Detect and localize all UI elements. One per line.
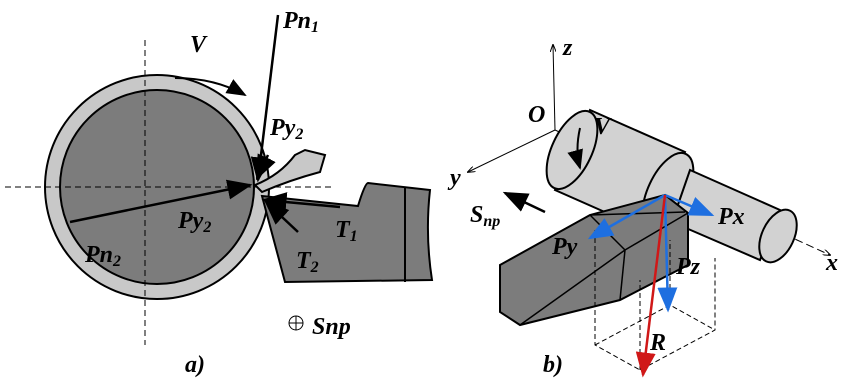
- label-text: O: [528, 102, 545, 128]
- diagram-b: [468, 45, 830, 375]
- force-label: V: [594, 114, 612, 140]
- label-text: T: [296, 248, 312, 274]
- force-label: Px: [717, 204, 745, 230]
- label-subscript: 1: [311, 19, 319, 36]
- force-label: Py: [551, 234, 578, 260]
- label-text: Py: [269, 115, 296, 141]
- force-label: Pz: [675, 254, 701, 280]
- label-text: T: [335, 217, 351, 243]
- axis-z: [553, 45, 555, 130]
- label-text: V: [190, 32, 208, 58]
- force-label: O: [528, 102, 545, 128]
- label-text: Px: [717, 204, 745, 230]
- diagram-a: [5, 15, 432, 345]
- label-text: Pz: [675, 254, 701, 280]
- force-label: Py2: [269, 115, 303, 143]
- label-text: Pn: [282, 8, 311, 34]
- label-subscript: 2: [294, 126, 303, 143]
- label-text: z: [562, 35, 573, 61]
- caption: b): [543, 352, 563, 378]
- label-text: Py: [551, 234, 578, 260]
- label-subscript: 2: [112, 253, 121, 270]
- label-text: Snp: [312, 314, 351, 340]
- force-label: y: [447, 165, 461, 191]
- label-text: Pn: [84, 242, 113, 268]
- axis-y: [468, 130, 555, 172]
- force-label: z: [562, 35, 573, 61]
- force-label: x: [825, 250, 838, 276]
- label-subscript: 1: [350, 228, 358, 245]
- force-label: R: [649, 330, 666, 356]
- label-text: R: [649, 330, 666, 356]
- force-label: Snp: [470, 202, 500, 230]
- label-subscript: 2: [202, 219, 211, 236]
- label-subscript: 2: [310, 259, 319, 276]
- label-text: V: [594, 114, 612, 140]
- label-text: Py: [177, 208, 204, 234]
- figure: VPn1Py2Pn2Py2T1T2Snpa)zOVySnpPyPxPzRxb): [0, 0, 842, 381]
- force-label: Pn1: [282, 8, 319, 36]
- caption: a): [185, 352, 205, 378]
- force-label: V: [190, 32, 208, 58]
- force-label: Snp: [312, 314, 351, 340]
- label-subscript: np: [483, 213, 500, 230]
- label-text: x: [825, 250, 838, 276]
- arrow-s: [505, 193, 545, 212]
- label-text: y: [447, 165, 461, 191]
- label-text: S: [470, 202, 483, 228]
